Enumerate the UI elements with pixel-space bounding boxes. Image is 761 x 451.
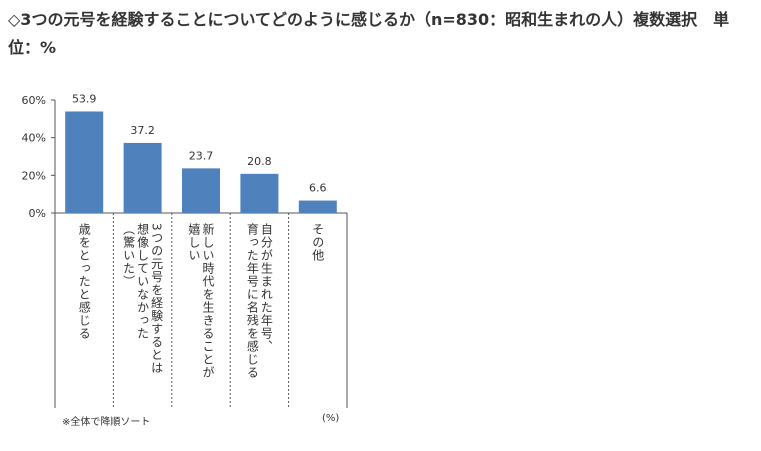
y-tick-label: 20% — [22, 169, 46, 182]
y-tick-label: 60% — [22, 94, 46, 107]
data-label: 20.8 — [247, 155, 272, 168]
category-label: その他 — [311, 223, 325, 262]
category-label: 新しい時代を生きることが — [201, 222, 215, 379]
bar — [123, 142, 162, 213]
category-label: 嬉しい — [187, 223, 201, 262]
bar — [65, 111, 104, 213]
bar — [298, 200, 337, 213]
chart-title: ◇3つの元号を経験することについてどのように感じるか（n=830：昭和生まれの人… — [8, 10, 730, 57]
category-label: 歳をとったと感じる — [77, 223, 91, 340]
data-label: 6.6 — [309, 182, 327, 195]
sort-footnote: ※全体で降順ソート — [62, 417, 151, 428]
category-label: 想像していなかった — [136, 222, 150, 340]
data-label: 37.2 — [130, 124, 155, 137]
y-tick-label: 0% — [29, 207, 46, 220]
data-label: 53.9 — [72, 92, 97, 105]
category-label: 育った年号に名残を感じる — [245, 222, 259, 379]
unit-note: (%) — [322, 413, 340, 424]
bar — [240, 173, 279, 213]
category-label: 自分が生まれた年号、 — [259, 223, 273, 353]
data-label: 23.7 — [189, 149, 214, 162]
bar — [182, 168, 220, 213]
category-label: 3つの元号を経験するとは — [150, 223, 164, 375]
y-tick-label: 40% — [22, 132, 46, 145]
category-label: （驚いた） — [122, 223, 136, 288]
